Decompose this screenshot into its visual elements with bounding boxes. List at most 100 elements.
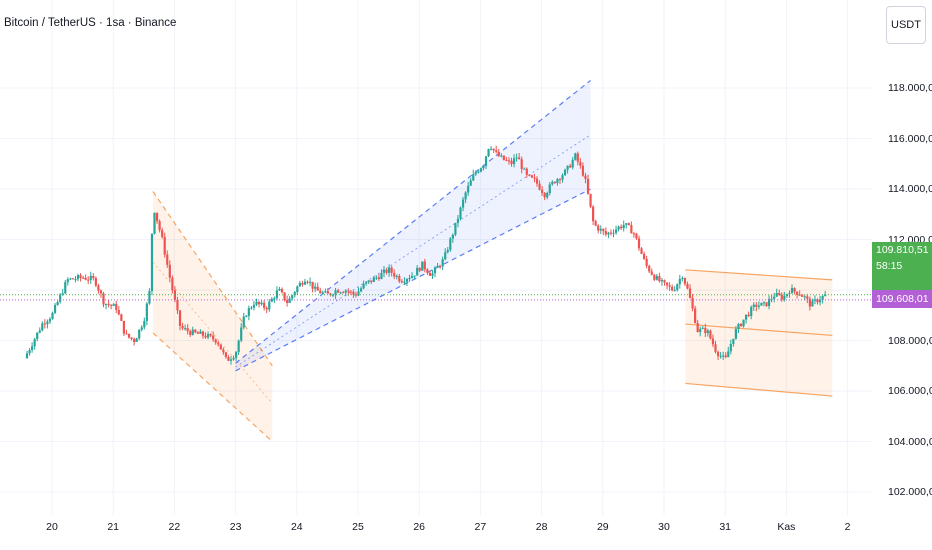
candle-body: [505, 159, 508, 161]
candle-body: [719, 355, 722, 357]
candle-body: [252, 304, 256, 308]
candle-body: [762, 302, 766, 304]
candle-body: [283, 292, 286, 301]
candle-body: [214, 339, 217, 343]
candle-body: [196, 332, 199, 334]
price-tick-label: 116.000,00: [888, 132, 932, 145]
candle-body: [370, 280, 373, 282]
currency-button[interactable]: USDT: [886, 6, 926, 44]
candle-body: [484, 156, 488, 166]
candlestick-chart[interactable]: [0, 0, 872, 515]
candle-body: [604, 231, 607, 235]
candle-body: [449, 238, 452, 251]
candle-body: [31, 346, 34, 351]
candle-body: [257, 301, 261, 305]
candle-body: [403, 281, 406, 283]
candle-body: [229, 359, 233, 361]
second-price-tag: 109.608,01: [872, 290, 932, 308]
candle-body: [247, 308, 250, 316]
candle-body: [780, 294, 783, 300]
candle-body: [563, 169, 567, 176]
candle-body: [120, 314, 123, 321]
candle-body: [133, 338, 136, 342]
candle-body: [757, 305, 760, 307]
candle-body: [79, 275, 82, 278]
candle-body: [89, 275, 92, 281]
candle-body: [61, 293, 64, 295]
candle-body: [87, 279, 90, 281]
candle-body: [321, 292, 324, 294]
candle-body: [737, 323, 740, 329]
candle-body: [663, 280, 666, 283]
candle-body: [104, 303, 108, 305]
channel-lower-line: [235, 188, 591, 372]
candle-body: [788, 293, 791, 295]
candle-body: [454, 222, 457, 235]
candle-body: [115, 304, 118, 310]
candle-body: [222, 349, 225, 353]
candle-body: [122, 320, 126, 334]
candle-body: [189, 331, 192, 335]
candle-body: [191, 329, 194, 335]
candle-body: [38, 330, 41, 333]
candle-body: [525, 168, 528, 175]
candle-body: [783, 295, 786, 300]
candle-body: [818, 299, 822, 303]
candle-body: [688, 288, 692, 298]
price-tick-label: 118.000,00: [888, 82, 932, 94]
candle-body: [25, 353, 29, 359]
candle-body: [630, 225, 633, 234]
price-tick-label: 104.000,00: [888, 435, 932, 448]
candle-body: [260, 302, 263, 305]
candle-body: [512, 158, 516, 165]
candle-body: [446, 250, 449, 253]
candle-body: [609, 232, 613, 234]
candle-body: [433, 267, 437, 274]
candle-body: [354, 294, 358, 296]
channel-fill: [152, 191, 273, 442]
channel-mid-line: [685, 323, 833, 337]
candle-body: [706, 330, 709, 334]
candle-body: [413, 275, 416, 277]
candle-body: [566, 165, 569, 170]
candle-body: [492, 148, 495, 151]
candle-body: [637, 238, 641, 249]
candle-body: [635, 233, 638, 239]
candle-body: [155, 212, 159, 222]
candle-body: [535, 178, 539, 184]
candle-body: [691, 297, 694, 309]
candle-body: [755, 304, 758, 307]
candle-body: [324, 291, 327, 293]
candle-body: [456, 218, 460, 223]
candle-body: [235, 352, 238, 358]
candle-body: [523, 168, 526, 170]
time-tick-label: Kas: [777, 521, 796, 533]
candle-body: [145, 303, 148, 322]
candle-body: [745, 314, 748, 320]
candle-body: [459, 207, 462, 219]
channel-fill: [685, 269, 833, 397]
candle-body: [326, 291, 330, 294]
candle-body: [94, 277, 97, 286]
candle-body: [584, 175, 587, 179]
candle-body: [576, 153, 579, 162]
candle-body: [337, 290, 340, 293]
candle-body: [82, 277, 85, 279]
candle-body: [770, 298, 773, 300]
candle-body: [398, 275, 401, 282]
candle-body: [110, 304, 113, 306]
candle-body: [821, 296, 824, 300]
candle-body: [599, 228, 602, 231]
candle-body: [130, 337, 133, 339]
candle-body: [571, 159, 574, 168]
candle-body: [319, 290, 322, 294]
candle-body: [561, 175, 564, 180]
candle-body: [541, 189, 544, 193]
candle-body: [303, 281, 307, 285]
candle-body: [617, 226, 620, 230]
candle-body: [359, 288, 363, 292]
candle-body: [306, 281, 309, 283]
candle-body: [178, 310, 182, 326]
channel-upper-line: [235, 79, 591, 364]
candle-body: [51, 312, 54, 319]
